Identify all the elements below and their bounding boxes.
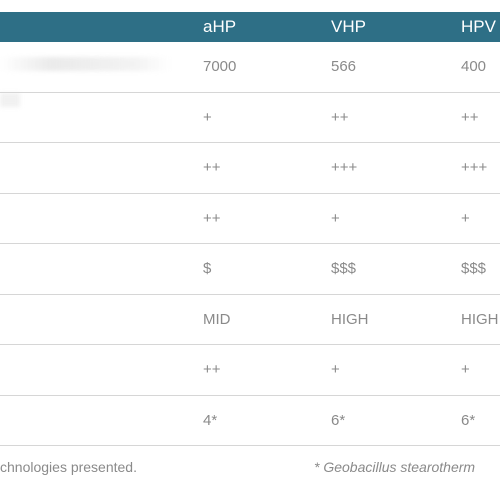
table-cell: 6* — [331, 411, 346, 429]
table-cell: ++ — [203, 159, 221, 176]
table-cell: + — [461, 209, 470, 227]
table-cell: $ — [203, 260, 212, 277]
column-header-ahp: aHP — [203, 17, 237, 36]
table-row: ++ + + — [0, 345, 500, 396]
blurred-row-label — [0, 93, 20, 107]
table-cell: + — [203, 108, 212, 126]
table-row: ++ +++ +++ — [0, 143, 500, 194]
table-cell: +++ — [461, 159, 488, 176]
table-cell: ++ — [203, 361, 221, 378]
table-cell: 7000 — [203, 58, 237, 75]
table-cell: MID — [203, 310, 231, 328]
table-cell: ++ — [203, 209, 221, 227]
table-row: 7000 566 400 — [0, 42, 500, 93]
table-header: aHP VHP HPV — [0, 12, 500, 42]
table-cell: ++ — [331, 108, 349, 126]
table-cell: $$$ — [461, 260, 487, 277]
column-header-hpv: HPV — [461, 17, 496, 36]
table-cell: + — [461, 361, 470, 378]
table-row: $ $$$ $$$ — [0, 244, 500, 295]
table-cell: 566 — [331, 58, 357, 75]
table-cell: + — [331, 209, 340, 227]
table-cell: 6* — [461, 411, 476, 429]
table-body: 7000 566 400 + ++ ++ ++ +++ +++ ++ + + $… — [0, 42, 500, 446]
footnote-right: * Geobacillus stearotherm — [314, 459, 476, 475]
column-header-vhp: VHP — [331, 17, 366, 36]
table-cell: HIGH — [331, 310, 369, 328]
table-cell: $$$ — [331, 260, 357, 277]
footnote-left: chnologies presented. — [0, 459, 137, 475]
table-row: MID HIGH HIGH — [0, 295, 500, 345]
table-row: 4* 6* 6* — [0, 396, 500, 446]
table-cell: ++ — [461, 108, 479, 126]
table-cell: HIGH — [461, 310, 499, 328]
table-cell: +++ — [331, 159, 358, 176]
table-cell: 4* — [203, 411, 218, 429]
table-cell: 400 — [461, 58, 487, 75]
blurred-row-label — [0, 57, 170, 71]
table-row: + ++ ++ — [0, 93, 500, 143]
table-cell: + — [331, 361, 340, 378]
table-row: ++ + + — [0, 194, 500, 244]
